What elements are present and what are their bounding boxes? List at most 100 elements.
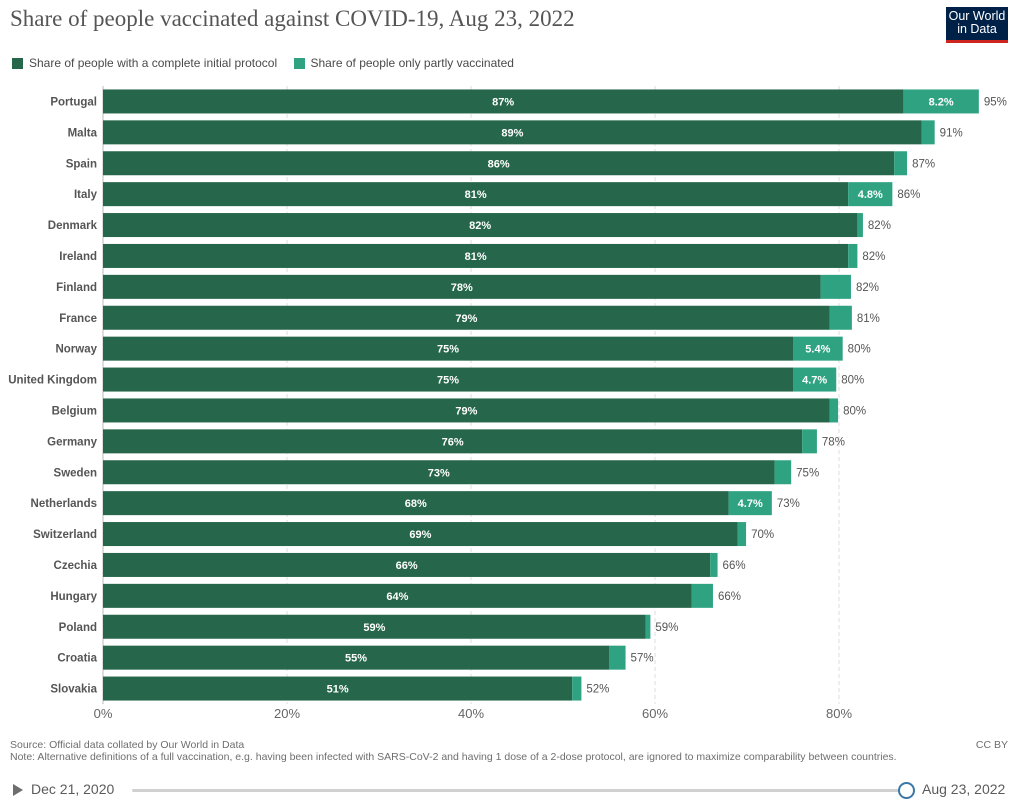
bar-complete	[103, 583, 692, 608]
bar-partly	[848, 243, 858, 268]
bar-partly	[903, 89, 979, 114]
bar-complete	[103, 151, 895, 176]
total-label: 82%	[862, 251, 885, 263]
legend-item-partly[interactable]: Share of people only partly vaccinated	[293, 56, 514, 70]
source-text: Source: Official data collated by Our Wo…	[10, 739, 245, 751]
bar-partly	[857, 213, 863, 238]
category-label: Hungary	[50, 591, 97, 603]
timeline-end-date[interactable]: Aug 23, 2022	[922, 781, 1006, 797]
data-label-complete: 78%	[451, 282, 473, 294]
bar-complete	[103, 367, 793, 392]
bar-partly	[572, 676, 582, 701]
bar-partly	[894, 151, 908, 176]
data-label-complete: 55%	[345, 653, 367, 665]
license-link[interactable]: CC BY	[975, 739, 1008, 751]
note-text: Note: Alternative definitions of a full …	[10, 751, 897, 763]
bar-complete	[103, 676, 573, 701]
category-label: Belgium	[52, 405, 97, 417]
bar-complete	[103, 120, 922, 145]
timeline-start-date[interactable]: Dec 21, 2020	[31, 781, 115, 797]
total-label: 82%	[868, 220, 891, 232]
data-label-complete: 59%	[363, 622, 385, 634]
data-label-complete: 64%	[386, 591, 408, 603]
bar-chart: 0% 20% 40% 60% 80% Portugal 87% 8.2% 95% Malta 89%…	[8, 86, 1007, 721]
category-label: Italy	[74, 189, 98, 201]
bar-partly	[829, 305, 852, 330]
category-label: Denmark	[48, 220, 98, 232]
category-label: Czechia	[54, 560, 98, 572]
total-label: 87%	[912, 158, 935, 170]
total-label: 57%	[631, 653, 654, 665]
chart-legend: Share of people with a complete initial …	[12, 56, 527, 72]
logo-line-2: in Data	[957, 22, 997, 36]
total-label: 75%	[796, 467, 819, 479]
total-label: 80%	[843, 405, 866, 417]
bar-complete	[103, 429, 803, 454]
data-label-complete: 75%	[437, 344, 459, 356]
data-label-complete: 79%	[455, 313, 477, 325]
bar-complete	[103, 552, 711, 577]
bar-complete	[103, 243, 849, 268]
bar-partly	[848, 182, 893, 207]
data-label-complete: 81%	[465, 251, 487, 263]
data-label-complete: 73%	[428, 467, 450, 479]
data-label-complete: 69%	[409, 529, 431, 541]
total-label: 66%	[723, 560, 746, 572]
data-label-complete: 86%	[488, 158, 510, 170]
category-label: Norway	[55, 344, 97, 356]
bar-partly	[710, 552, 718, 577]
timeline: Dec 21, 2020 Aug 23, 2022	[10, 778, 1008, 802]
bar-partly	[921, 120, 935, 145]
data-label-complete: 79%	[455, 405, 477, 417]
total-label: 80%	[841, 375, 864, 387]
bar-partly	[609, 645, 626, 670]
bar-complete	[103, 305, 830, 330]
category-label: Sweden	[54, 467, 97, 479]
bar-complete	[103, 336, 793, 361]
data-label-partly: 5.4%	[805, 344, 830, 356]
timeline-handle[interactable]	[898, 782, 915, 799]
bar-partly	[737, 522, 747, 547]
total-label: 70%	[751, 529, 774, 541]
data-label-partly: 4.7%	[738, 498, 763, 510]
bar-partly	[793, 367, 837, 392]
data-label-complete: 89%	[501, 127, 523, 139]
legend-item-complete[interactable]: Share of people with a complete initial …	[12, 56, 277, 70]
category-label: Netherlands	[31, 498, 97, 510]
bar-complete	[103, 274, 821, 299]
data-label-partly: 4.8%	[858, 189, 883, 201]
timeline-track[interactable]	[132, 789, 905, 792]
play-icon[interactable]	[13, 784, 23, 796]
category-label: Portugal	[50, 96, 97, 108]
owid-logo[interactable]: Our World in Data	[946, 7, 1008, 43]
data-label-complete: 66%	[396, 560, 418, 572]
category-label: France	[59, 313, 97, 325]
bar-complete	[103, 614, 646, 639]
total-label: 91%	[940, 127, 963, 139]
total-label: 73%	[777, 498, 800, 510]
category-label: Malta	[68, 127, 98, 139]
total-label: 82%	[856, 282, 879, 294]
total-label: 66%	[718, 591, 741, 603]
legend-label-partly: Share of people only partly vaccinated	[310, 56, 514, 70]
total-label: 59%	[655, 622, 678, 634]
total-label: 52%	[586, 684, 609, 696]
bar-partly	[645, 614, 651, 639]
x-tick-label: 40%	[458, 706, 484, 721]
total-label: 80%	[848, 344, 871, 356]
legend-swatch-complete	[12, 57, 23, 69]
chart-footer: Source: Official data collated by Our Wo…	[10, 739, 1008, 763]
x-tick-label: 80%	[826, 706, 852, 721]
data-label-complete: 68%	[405, 498, 427, 510]
bar-partly	[802, 429, 817, 454]
bar-complete	[103, 645, 609, 670]
bar-partly	[728, 491, 772, 516]
bar-complete	[103, 213, 858, 238]
category-label: Poland	[59, 622, 97, 634]
category-label: Finland	[56, 282, 97, 294]
category-label: Slovakia	[50, 684, 97, 696]
bar-complete	[103, 398, 830, 423]
bar-complete	[103, 491, 729, 516]
category-label: Spain	[66, 158, 97, 170]
total-label: 86%	[897, 189, 920, 201]
